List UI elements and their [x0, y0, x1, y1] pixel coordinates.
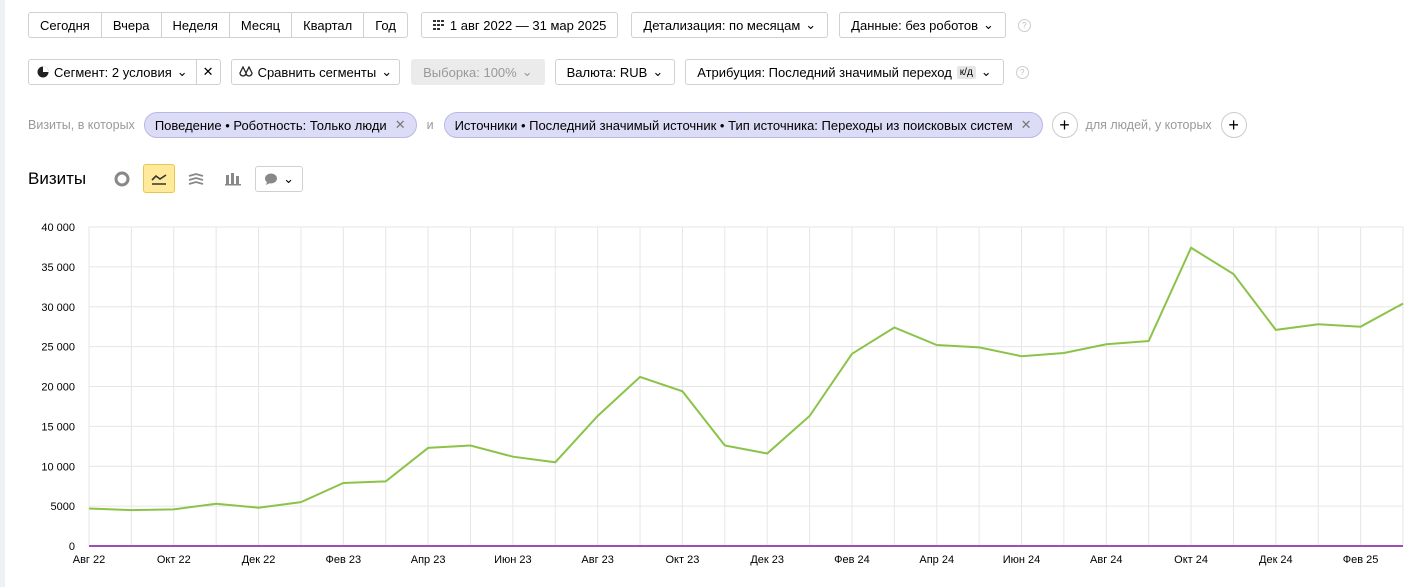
detail-select[interactable]: Детализация: по месяцам ⌄: [631, 12, 829, 38]
chevron: ⌄: [652, 64, 664, 79]
segment-group: Сегмент: 2 условия ⌄ ✕: [28, 59, 221, 85]
segment-text: Сегмент: 2 условия: [54, 64, 172, 80]
x-tick-label: Фев 23: [326, 554, 362, 566]
chevron: ⌄: [805, 17, 817, 32]
chip-remove[interactable]: ✕: [394, 117, 406, 132]
filters: Визиты, в которых Поведение • Роботность…: [28, 112, 1247, 138]
chart-title: Визиты: [28, 168, 87, 188]
filters-joiner: и: [426, 118, 434, 132]
segment-clear[interactable]: ✕: [195, 59, 221, 85]
x-tick-label: Июн 24: [1003, 554, 1041, 566]
help-icon[interactable]: ?: [1015, 65, 1029, 79]
compare-text: Сравнить сегменты: [257, 64, 377, 80]
sample-select: Выборка: 100% ⌄: [411, 59, 545, 85]
filter-chip[interactable]: Поведение • Роботность: Только люди ✕: [143, 112, 417, 138]
x-tick-label: Дек 22: [242, 554, 276, 566]
x-tick-label: Фев 24: [834, 554, 870, 566]
y-tick-label: 25 000: [41, 342, 75, 354]
line-view[interactable]: [143, 164, 176, 193]
x-tick-label: Окт 24: [1174, 554, 1208, 566]
filter-chip-text: Поведение • Роботность: Только люди: [154, 117, 387, 133]
add-people-filter[interactable]: +: [1220, 112, 1247, 138]
bar-icon: [225, 172, 242, 185]
data-filter-text: Данные: без роботов: [851, 17, 978, 33]
toolbar: Сегодня Вчера Неделя Месяц Квартал Год 1 авг …: [28, 12, 1031, 38]
currency-text: Валюта: RUB: [566, 64, 648, 80]
detail-text: Детализация: по месяцам: [643, 17, 801, 33]
period-button[interactable]: Вчера: [100, 12, 162, 38]
x-tick-label: Авг 24: [1090, 554, 1122, 566]
compare-select[interactable]: Сравнить сегменты ⌄: [230, 59, 401, 85]
segment-icon: [37, 66, 49, 78]
x-tick-label: Авг 23: [581, 554, 613, 566]
y-tick-label: 5000: [51, 501, 75, 513]
x-tick-label: Окт 22: [157, 554, 191, 566]
period-button[interactable]: Сегодня: [28, 12, 102, 38]
chevron: ⌄: [176, 64, 188, 79]
attribution-text: Атрибуция: Последний значимый переход: [697, 64, 952, 80]
x-tick-label: Авг 22: [73, 554, 105, 566]
date-range-text: 1 авг 2022 — 31 мар 2025: [449, 17, 607, 33]
y-tick-label: 40 000: [41, 222, 75, 234]
x-tick-label: Фев 25: [1343, 554, 1379, 566]
x-tick-label: Дек 23: [750, 554, 784, 566]
calendar-icon: [432, 20, 444, 30]
x-tick-label: Окт 23: [666, 554, 700, 566]
chart-header: Визиты ⌄: [28, 164, 304, 193]
sample-text: Выборка: 100%: [423, 64, 517, 80]
filters-prefix: Визиты, в которых: [28, 118, 135, 132]
period-group: Сегодня Вчера Неделя Месяц Квартал Год: [28, 12, 408, 38]
currency-select[interactable]: Валюта: RUB ⌄: [554, 59, 676, 85]
filter-chip-text: Источники • Последний значимый источник …: [454, 117, 1013, 133]
line-icon: [151, 173, 167, 185]
add-filter[interactable]: +: [1051, 112, 1078, 138]
y-tick-label: 35 000: [41, 262, 75, 274]
chevron: ⌄: [521, 64, 533, 79]
side-strip: [0, 0, 5, 587]
date-range[interactable]: 1 авг 2022 — 31 мар 2025: [420, 12, 619, 38]
chart: Авг 22 Окт 22 Дек 22 Фев 23 Апр 23 Июн 23 Авг …: [41, 222, 1404, 566]
chevron: ⌄: [980, 64, 992, 79]
attribution-select[interactable]: Атрибуция: Последний значимый переход к/д…: [685, 59, 1004, 85]
people-prefix: для людей, у которых: [1085, 118, 1212, 132]
y-tick-label: 30 000: [41, 302, 75, 314]
help-icon[interactable]: ?: [1017, 18, 1031, 32]
segment-select[interactable]: Сегмент: 2 условия ⌄: [28, 59, 197, 85]
pie-icon: [114, 171, 130, 186]
period-button[interactable]: Квартал: [291, 12, 365, 38]
compare-icon: [238, 66, 253, 77]
area-icon: [188, 172, 204, 185]
period-button[interactable]: Неделя: [160, 12, 230, 38]
area-view[interactable]: [180, 164, 212, 193]
series-line: [88, 246, 1404, 512]
chip-remove[interactable]: ✕: [1020, 117, 1032, 132]
x-tick-label: Дек 24: [1259, 554, 1293, 566]
x-tick-label: Апр 24: [919, 554, 954, 566]
chevron: ⌄: [381, 64, 393, 79]
chevron: ⌄: [982, 17, 994, 32]
pie-view[interactable]: [106, 164, 138, 193]
bar-view[interactable]: [217, 164, 249, 193]
y-tick-label: 15 000: [41, 421, 75, 433]
period-button[interactable]: Год: [363, 12, 408, 38]
x-tick-label: Апр 23: [411, 554, 446, 566]
y-tick-label: 0: [69, 541, 75, 553]
x-tick-label: Июн 23: [494, 554, 532, 566]
filter-chip[interactable]: Источники • Последний значимый источник …: [443, 112, 1043, 138]
attribution-badge: к/д: [956, 65, 976, 79]
segment-bar: Сегмент: 2 условия ⌄ ✕ Сравнить сегменты ⌄…: [28, 59, 1029, 85]
period-button[interactable]: Месяц: [228, 12, 293, 38]
annotation-select[interactable]: ⌄: [255, 165, 304, 192]
chevron: ⌄: [283, 170, 295, 186]
comment-icon: [265, 173, 278, 185]
data-filter-select[interactable]: Данные: без роботов ⌄: [839, 12, 1006, 38]
y-tick-label: 10 000: [41, 461, 75, 473]
y-tick-label: 20 000: [41, 382, 75, 394]
